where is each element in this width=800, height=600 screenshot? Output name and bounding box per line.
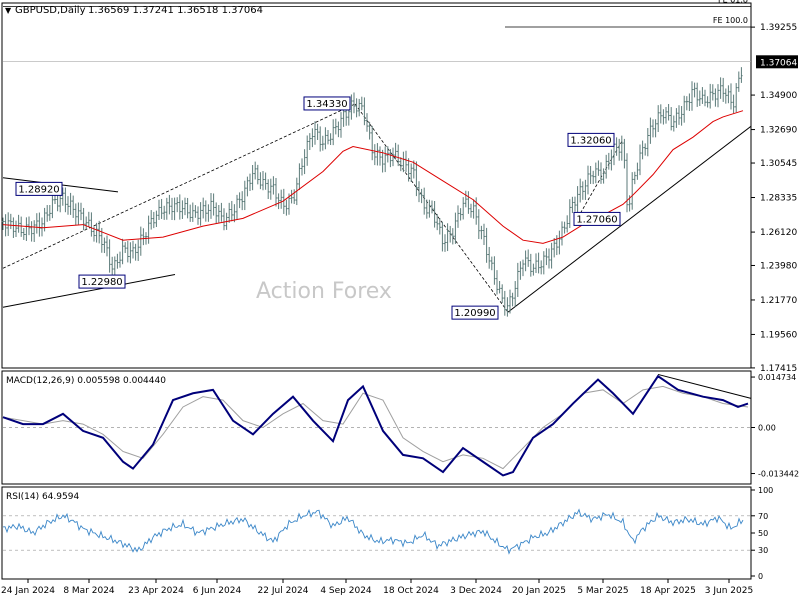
macd-lines	[2, 373, 752, 477]
rsi-title: RSI(14) 64.9594	[6, 492, 79, 502]
rsi-tick-label: 70	[758, 512, 768, 521]
time-tick-label: 3 Dec 2024	[450, 586, 502, 596]
rsi-tick-label: 30	[758, 546, 768, 555]
price-label-box	[303, 96, 351, 111]
moving-average-path	[2, 110, 744, 244]
time-tick-label: 23 Apr 2024	[128, 586, 184, 596]
retracement-dashed-line	[354, 103, 509, 313]
rsi-axis: 100 70 50 30 0	[3, 486, 773, 581]
price-axis: 1.39255 1.34900 1.32690 1.30545 1.28335 1.261…	[751, 23, 798, 374]
price-label-text: 1.34330	[306, 99, 347, 110]
trend-lines: FE 61.8 FE 100.0	[2, 0, 752, 313]
header-symbol: GBPUSD,Daily	[15, 5, 86, 16]
price-panel: ▼ GBPUSD,Daily 1.36569 1.37241 1.36518 1…	[1, 0, 798, 374]
price-tick-label: 1.17415	[760, 364, 797, 374]
price-tick-label: 1.23980	[760, 261, 797, 271]
wedge-lower-line	[2, 274, 176, 308]
fibonacci-level-label: FE 100.0	[713, 16, 748, 25]
macd-title: MACD(12,26,9) 0.005598 0.004440	[6, 376, 166, 386]
macd-panel: MACD(12,26,9) 0.005598 0.004440 0.014734…	[1, 370, 799, 485]
price-tick-label: 1.39255	[760, 23, 797, 33]
time-tick-label: 3 Jun 2025	[705, 586, 753, 596]
moving-average-line	[2, 110, 744, 244]
current-price-label: 1.37064	[760, 58, 797, 68]
price-label-text: 1.28920	[18, 184, 59, 195]
rsi-tick-label: 0	[758, 572, 763, 581]
time-tick-label: 5 Mar 2025	[577, 586, 628, 596]
price-label-text: 1.20990	[454, 308, 495, 319]
price-label-box	[451, 305, 499, 320]
time-tick-label: 18 Oct 2024	[383, 586, 439, 596]
rsi-tick-label: 50	[758, 529, 768, 538]
time-tick-label: 6 Jun 2024	[193, 586, 242, 596]
price-label-box	[573, 211, 621, 226]
current-price-tag	[756, 55, 798, 69]
macd-trend-line	[657, 373, 752, 399]
time-tick-label: 4 Sep 2024	[320, 586, 372, 596]
price-label-box	[567, 132, 615, 147]
price-label-text: 1.22980	[81, 277, 122, 288]
macd-axis: 0.014734 0.00 -0.013442	[3, 373, 799, 479]
price-label-text: 1.32060	[570, 135, 611, 146]
rsi-line	[2, 508, 744, 555]
macd-tick-label: -0.013442	[758, 470, 799, 479]
price-tick-label: 1.32690	[760, 126, 797, 136]
price-labels: 1.34330 1.28920 1.22980 1.20990 1.32060 1.270…	[15, 96, 621, 320]
watermark: Action Forex	[256, 279, 392, 304]
rsi-tick-label: 100	[758, 486, 773, 495]
price-tick-label: 1.30545	[760, 159, 797, 169]
price-tick-label: 1.28335	[760, 194, 797, 204]
time-tick-label: 24 Jan 2024	[1, 586, 55, 596]
price-tick-label: 1.26120	[760, 228, 797, 238]
macd-tick-label: 0.00	[758, 424, 776, 433]
time-tick-label: 22 Jul 2024	[258, 586, 309, 596]
rising-support-line	[507, 125, 752, 313]
time-tick-label: 8 Mar 2024	[63, 586, 115, 596]
fibonacci-level-label: FE 61.8	[718, 0, 748, 5]
price-label-box	[78, 274, 126, 289]
header-ohlc: 1.36569 1.37241 1.36518 1.37064	[88, 5, 263, 16]
price-tick-label: 1.21770	[760, 296, 797, 306]
price-label-text: 1.27060	[576, 214, 617, 225]
rsi-panel: RSI(14) 64.9594 100 70 50 30 0	[1, 486, 773, 581]
time-tick-label: 20 Jan 2025	[512, 586, 566, 596]
rsi-path	[2, 508, 744, 555]
macd-main-line	[2, 374, 749, 477]
time-tick-label: 18 Apr 2025	[640, 586, 696, 596]
price-label-box	[15, 181, 63, 196]
header-marker: ▼	[5, 6, 12, 15]
macd-tick-label: 0.014734	[758, 373, 796, 382]
time-axis: 24 Jan 2024 8 Mar 2024 23 Apr 2024 6 Jun 20…	[1, 579, 753, 596]
price-tick-label: 1.19560	[760, 330, 797, 340]
price-tick-label: 1.34900	[760, 91, 797, 101]
